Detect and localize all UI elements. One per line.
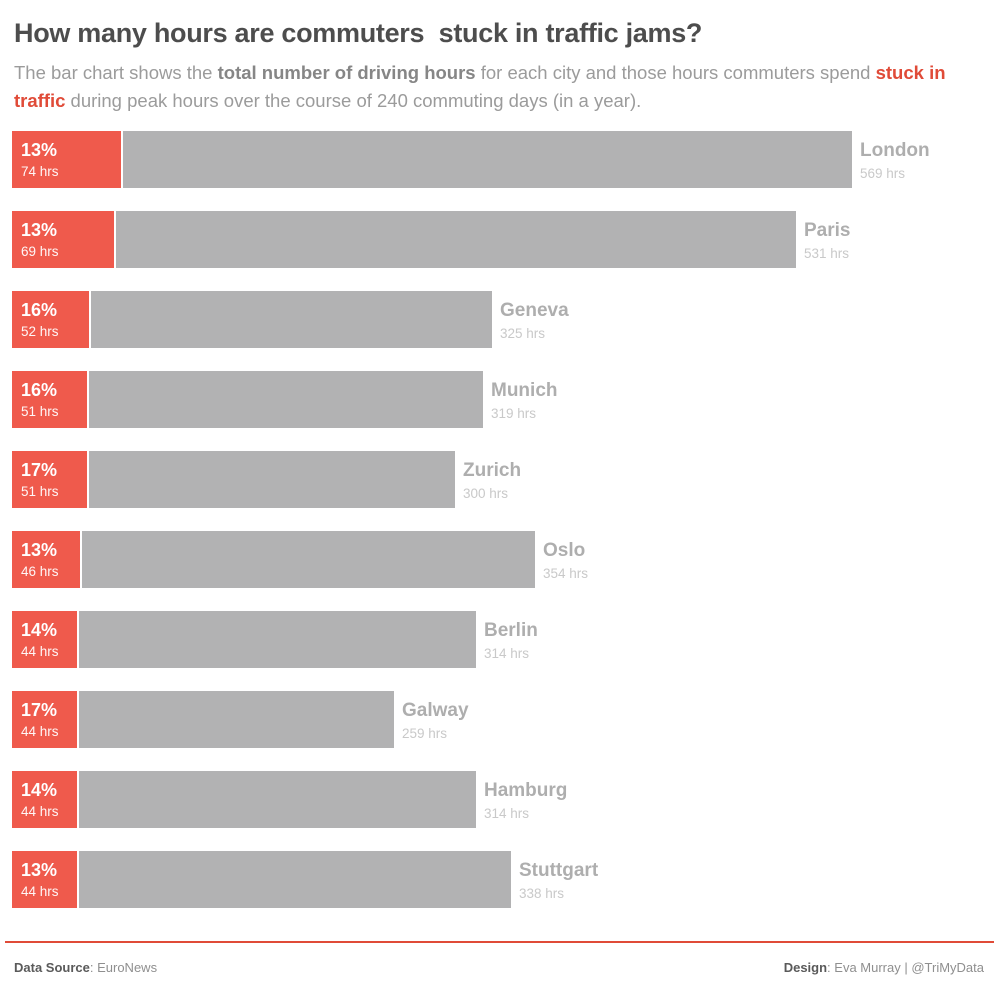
traffic-hours-label: 51 hrs <box>21 404 59 419</box>
total-hours-label: 259 hrs <box>402 726 448 741</box>
bar-label-group: Berlin 314 hrs <box>484 611 538 668</box>
traffic-hours-label: 44 hrs <box>21 644 59 659</box>
bar-row: 13% 74 hrs London 569 hrs <box>12 131 930 188</box>
bar-row: 13% 69 hrs Paris 531 hrs <box>12 211 930 268</box>
total-hours-label: 338 hrs <box>519 886 565 901</box>
city-label: Galway <box>402 700 469 721</box>
total-bar-segment[interactable] <box>79 771 476 828</box>
total-bar-segment[interactable] <box>116 211 796 268</box>
total-bar-segment[interactable] <box>89 371 483 428</box>
bar-row: 14% 44 hrs Berlin 314 hrs <box>12 611 930 668</box>
traffic-hours-label: 52 hrs <box>21 324 59 339</box>
traffic-bar-segment[interactable]: 16% 52 hrs <box>12 291 89 348</box>
city-label: Hamburg <box>484 780 568 801</box>
subtitle-bold-stuck-in-traffic: stuck in traffic <box>14 62 946 111</box>
bar-row: 16% 52 hrs Geneva 325 hrs <box>12 291 930 348</box>
traffic-pct-label: 16% <box>21 380 58 400</box>
total-hours-label: 314 hrs <box>484 806 530 821</box>
bar-label-group: Oslo 354 hrs <box>543 531 588 588</box>
total-hours-label: 531 hrs <box>804 246 850 261</box>
traffic-bar-segment[interactable]: 13% 44 hrs <box>12 851 77 908</box>
bar-label-group: Geneva 325 hrs <box>500 291 569 348</box>
traffic-bar-segment[interactable]: 17% 44 hrs <box>12 691 77 748</box>
data-source-label: Data Source <box>14 960 90 975</box>
total-bar-segment[interactable] <box>79 611 476 668</box>
bar-label-group: Paris 531 hrs <box>804 211 850 268</box>
total-hours-label: 300 hrs <box>463 486 509 501</box>
traffic-pct-label: 13% <box>21 540 58 560</box>
traffic-pct-label: 14% <box>21 620 58 640</box>
chart-title: How many hours are commuters stuck in tr… <box>14 18 703 48</box>
bar-label-group: Galway 259 hrs <box>402 691 469 748</box>
traffic-hours-label: 44 hrs <box>21 724 59 739</box>
traffic-pct-label: 17% <box>21 460 58 480</box>
design-label: Design <box>783 960 828 975</box>
traffic-pct-label: 16% <box>21 300 58 320</box>
traffic-hours-label: 44 hrs <box>21 804 59 819</box>
traffic-hours-label: 44 hrs <box>21 884 59 899</box>
data-source-value: : EuroNews <box>89 960 158 975</box>
traffic-hours-label: 51 hrs <box>21 484 59 499</box>
total-hours-label: 569 hrs <box>860 166 906 181</box>
footer: Data Source: EuroNews Design: Eva Murray… <box>14 959 984 976</box>
total-hours-label: 354 hrs <box>543 566 589 581</box>
total-bar-segment[interactable] <box>91 291 492 348</box>
footer-divider-line <box>5 941 994 943</box>
traffic-pct-label: 13% <box>21 220 58 240</box>
subtitle-text-2: for each city and those hours commuters … <box>475 62 876 83</box>
design-value: : Eva Murray | @TriMyData <box>827 960 984 975</box>
chart-subtitle: The bar chart shows the total number of … <box>14 59 976 115</box>
traffic-hours-label: 74 hrs <box>21 164 59 179</box>
bar-rows: 13% 74 hrs London 569 hrs 13% 69 hrs Par… <box>12 131 930 931</box>
bar-row: 17% 44 hrs Galway 259 hrs <box>12 691 930 748</box>
traffic-bar-segment[interactable]: 16% 51 hrs <box>12 371 87 428</box>
bar-row: 13% 44 hrs Stuttgart 338 hrs <box>12 851 930 908</box>
traffic-bar-segment[interactable]: 13% 69 hrs <box>12 211 114 268</box>
design-credit: Design: Eva Murray | @TriMyData <box>784 959 984 976</box>
traffic-hours-label: 69 hrs <box>21 244 59 259</box>
chart-header: How many hours are commuters stuck in tr… <box>14 16 985 115</box>
traffic-pct-label: 13% <box>21 140 58 160</box>
subtitle-bold-driving-hours: total number of driving hours <box>217 62 476 83</box>
bar-label-group: Zurich 300 hrs <box>463 451 521 508</box>
bar-label-group: Hamburg 314 hrs <box>484 771 567 828</box>
traffic-bar-segment[interactable]: 17% 51 hrs <box>12 451 87 508</box>
city-label: Zurich <box>463 460 522 481</box>
data-source-credit: Data Source: EuroNews <box>14 959 157 976</box>
traffic-bar-segment[interactable]: 13% 46 hrs <box>12 531 80 588</box>
bar-label-group: Stuttgart 338 hrs <box>519 851 598 908</box>
bar-row: 13% 46 hrs Oslo 354 hrs <box>12 531 930 588</box>
bar-row: 16% 51 hrs Munich 319 hrs <box>12 371 930 428</box>
traffic-pct-label: 17% <box>21 700 58 720</box>
subtitle-text-1: The bar chart shows the <box>14 62 218 83</box>
traffic-bar-segment[interactable]: 13% 74 hrs <box>12 131 121 188</box>
total-bar-segment[interactable] <box>89 451 455 508</box>
bar-row: 17% 51 hrs Zurich 300 hrs <box>12 451 930 508</box>
subtitle-text-3: during peak hours over the course of 240… <box>65 90 642 111</box>
total-bar-segment[interactable] <box>79 851 511 908</box>
city-label: Oslo <box>543 540 586 561</box>
city-label: Munich <box>491 380 558 401</box>
total-hours-label: 319 hrs <box>491 406 537 421</box>
city-label: Paris <box>804 220 851 241</box>
city-label: Berlin <box>484 620 538 641</box>
total-bar-segment[interactable] <box>82 531 535 588</box>
total-bar-segment[interactable] <box>123 131 852 188</box>
traffic-pct-label: 14% <box>21 780 58 800</box>
traffic-bar-segment[interactable]: 14% 44 hrs <box>12 611 77 668</box>
total-hours-label: 325 hrs <box>500 326 546 341</box>
bar-row: 14% 44 hrs Hamburg 314 hrs <box>12 771 930 828</box>
total-hours-label: 314 hrs <box>484 646 530 661</box>
traffic-hours-label: 46 hrs <box>21 564 59 579</box>
bar-label-group: London 569 hrs <box>860 131 930 188</box>
total-bar-segment[interactable] <box>79 691 394 748</box>
city-label: London <box>860 140 930 161</box>
city-label: Geneva <box>500 300 569 321</box>
traffic-bar-segment[interactable]: 14% 44 hrs <box>12 771 77 828</box>
city-label: Stuttgart <box>519 860 599 881</box>
traffic-pct-label: 13% <box>21 860 58 880</box>
bar-label-group: Munich 319 hrs <box>491 371 558 428</box>
